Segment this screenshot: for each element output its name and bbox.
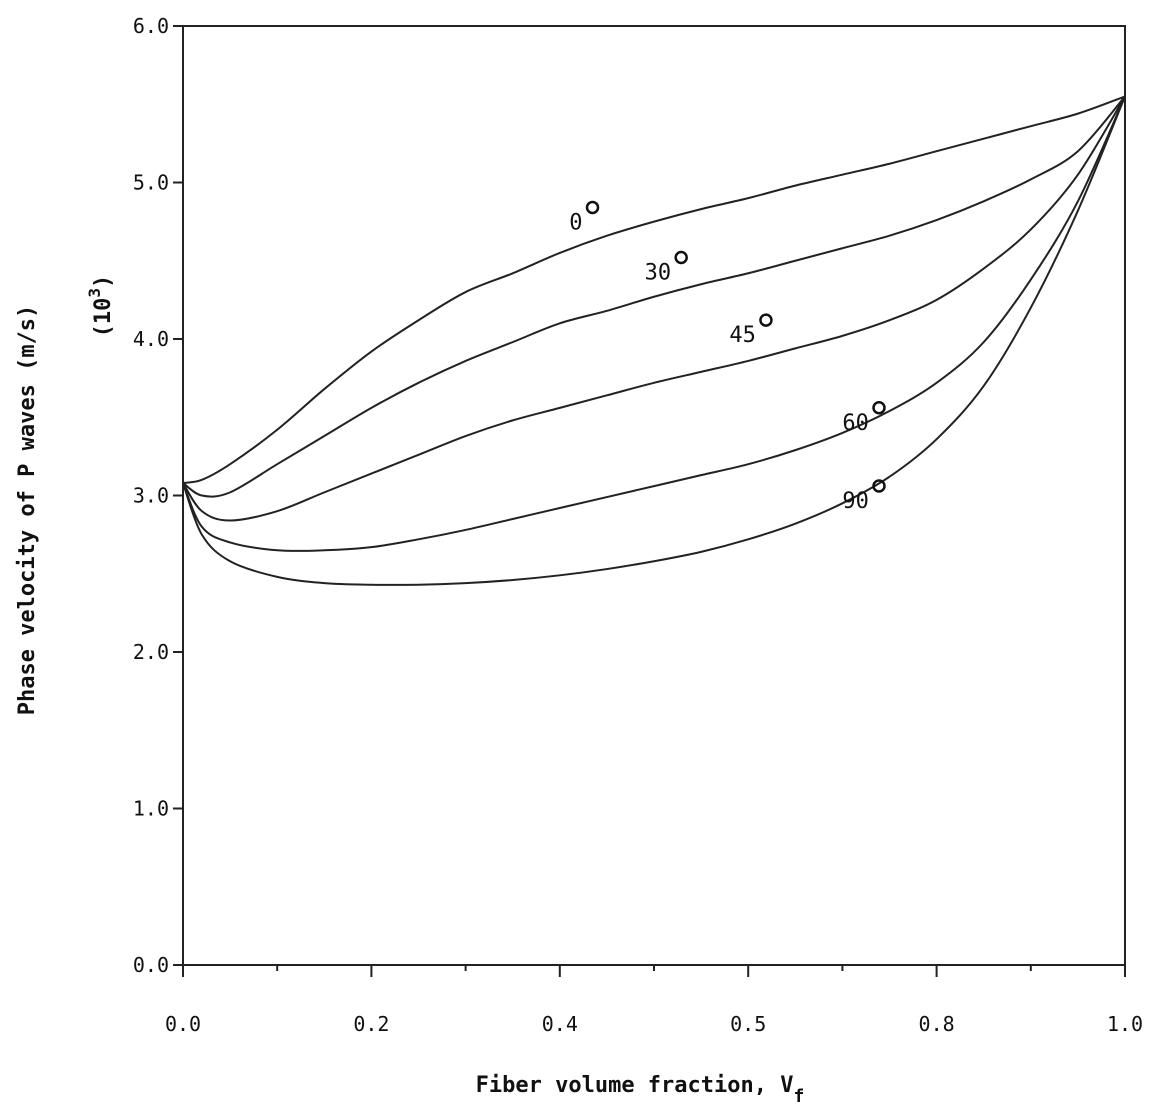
- x-tick-label: 0.2: [353, 1012, 389, 1036]
- x-tick-label: 0.5: [730, 1012, 766, 1036]
- degree-symbol-icon: [674, 250, 688, 265]
- series-line-0-deg: [182, 95, 1126, 484]
- axis-ticks: 0.0 0.2 0.4 0.5 0.8 1.0 0.0 1.0 2.0 3.0 4.0 5.0 6.0: [133, 14, 1143, 1036]
- x-axis-label-subscript: f: [794, 1086, 805, 1107]
- series-label-60-deg: 60: [842, 411, 869, 436]
- y-axis-multiplier-exponent: 3: [85, 288, 104, 298]
- degree-symbol-icon: [585, 200, 600, 215]
- series-label-30-deg: 30: [645, 261, 672, 286]
- y-tick-label: 5.0: [133, 171, 169, 195]
- series-label-45-deg: 45: [729, 323, 756, 348]
- degree-symbol-icon: [759, 313, 773, 327]
- series-line-45-deg: [182, 95, 1126, 522]
- x-tick-label: 0.8: [919, 1012, 955, 1036]
- curve-labels: 0 30 45 60 90: [569, 200, 886, 514]
- series-label-90-deg: 90: [842, 489, 869, 514]
- x-tick-label: 0.0: [165, 1012, 201, 1036]
- y-tick-label: 1.0: [133, 797, 169, 821]
- y-tick-label: 2.0: [133, 640, 169, 664]
- series-line-30-deg: [182, 95, 1126, 498]
- y-tick-label: 6.0: [133, 14, 169, 38]
- degree-symbol-icon: [872, 401, 886, 415]
- y-axis-multiplier: (103): [85, 275, 116, 338]
- plot-frame: [182, 25, 1126, 966]
- y-tick-label: 3.0: [133, 484, 169, 508]
- degree-symbol-icon: [872, 479, 886, 493]
- y-axis-label: Phase velocity of P waves (m/s): [15, 305, 40, 716]
- y-tick-label: 0.0: [133, 953, 169, 977]
- x-tick-label: 1.0: [1107, 1012, 1143, 1036]
- x-tick-label: 0.4: [542, 1012, 578, 1036]
- series-line-90-deg: [182, 96, 1126, 586]
- plot-area-border: [182, 25, 1126, 966]
- series-line-60-deg: [182, 96, 1126, 552]
- curves: [182, 95, 1126, 586]
- x-axis-label: Fiber volume fraction, Vf: [476, 1073, 805, 1107]
- series-label-0-deg: 0: [569, 210, 582, 235]
- y-tick-label: 4.0: [133, 327, 169, 351]
